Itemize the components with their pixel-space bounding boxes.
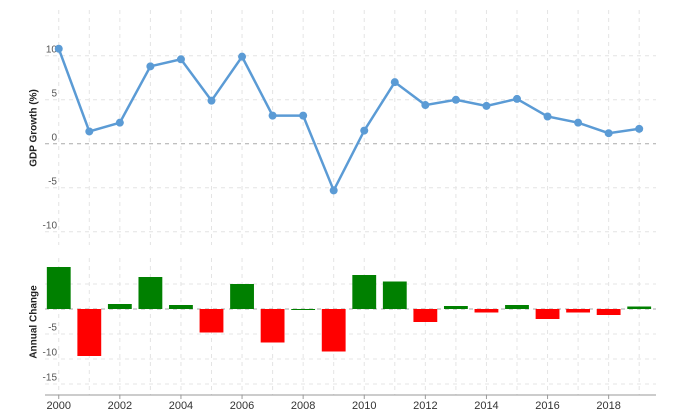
x-tick-label: 2000	[47, 400, 71, 412]
point	[54, 44, 63, 53]
point	[451, 95, 460, 104]
bar	[321, 309, 346, 352]
bar	[474, 309, 499, 313]
point	[85, 127, 94, 136]
point	[574, 118, 583, 127]
y-tick-label: -5	[48, 176, 57, 187]
point	[390, 78, 399, 87]
point	[543, 112, 552, 121]
bar	[443, 306, 468, 309]
bar	[138, 277, 163, 309]
bar	[199, 309, 224, 333]
x-tick-label: 2002	[108, 400, 132, 412]
point	[421, 101, 430, 110]
x-tick-label: 2016	[535, 400, 559, 412]
y-axis-title: Annual Change	[29, 285, 40, 359]
y-tick-label: 5	[51, 88, 57, 99]
x-tick-label: 2010	[352, 400, 376, 412]
point	[146, 62, 155, 71]
bar	[352, 275, 377, 309]
bar	[382, 281, 407, 309]
bar	[413, 309, 438, 322]
y-tick-label: -10	[43, 348, 58, 359]
y-tick-label: 0	[51, 132, 57, 143]
bar	[107, 304, 132, 309]
point	[207, 96, 216, 105]
bar	[596, 309, 621, 315]
x-tick-label: 2008	[291, 400, 315, 412]
point	[482, 101, 491, 110]
bar	[230, 284, 254, 309]
y-tick-label: -15	[43, 373, 58, 384]
line	[57, 48, 640, 194]
y-tick-label: -5	[48, 323, 57, 334]
x-tick-label: 2004	[169, 400, 193, 412]
bar	[169, 305, 193, 309]
point	[604, 129, 613, 138]
point	[635, 124, 644, 133]
bar	[260, 309, 285, 343]
point	[268, 111, 277, 120]
y-tick-label: 10	[46, 44, 58, 55]
bar	[505, 305, 529, 309]
point	[115, 118, 124, 127]
point	[299, 111, 308, 120]
x-tick-label: 2014	[474, 400, 498, 412]
x-tick-label: 2012	[413, 400, 437, 412]
point	[238, 52, 247, 61]
point	[512, 94, 521, 103]
bar	[627, 306, 652, 309]
x-tick-label: 2018	[596, 400, 620, 412]
point	[329, 186, 338, 195]
x-tick-label: 2006	[230, 400, 254, 412]
y-axis-title: GDP Growth (%)	[29, 89, 40, 167]
bar	[291, 309, 316, 310]
bar	[46, 267, 71, 309]
point	[360, 126, 369, 135]
y-tick-label: -10	[43, 220, 58, 231]
bar	[566, 309, 591, 313]
bar	[535, 309, 560, 319]
bar	[77, 309, 102, 356]
point	[176, 55, 185, 64]
